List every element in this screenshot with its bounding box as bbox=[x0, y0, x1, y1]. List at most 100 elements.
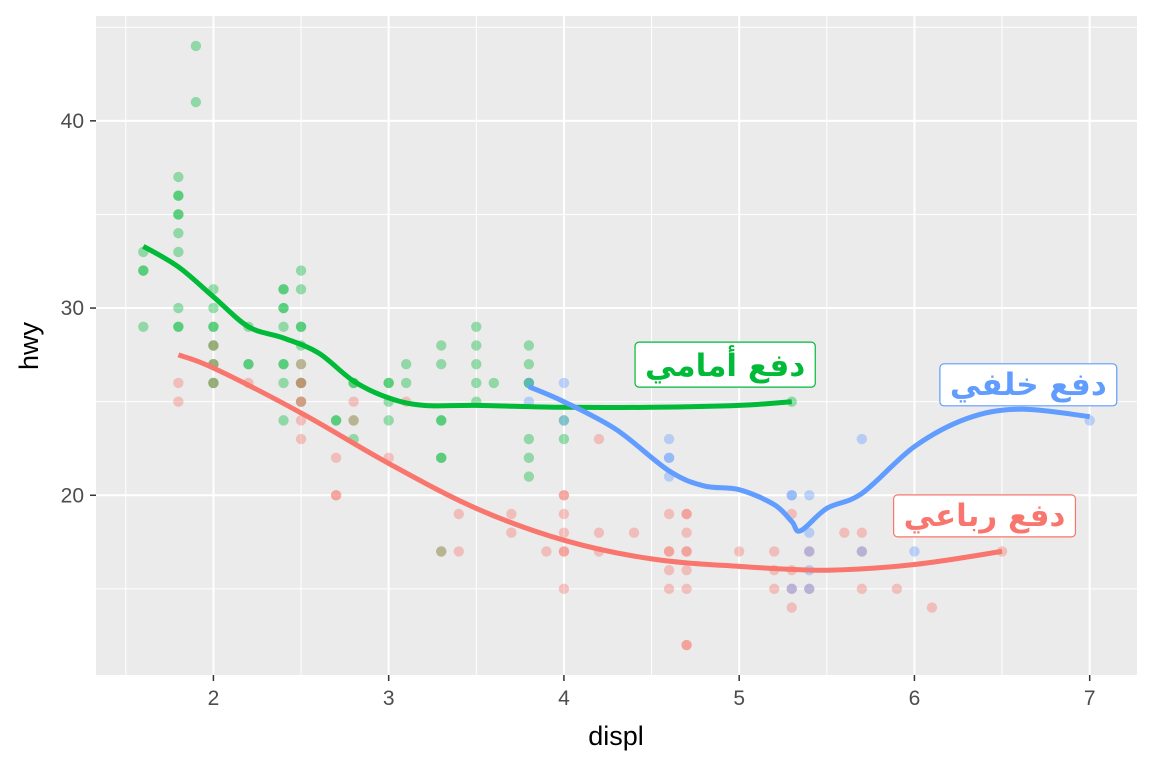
data-point bbox=[278, 321, 289, 332]
data-point bbox=[786, 490, 797, 501]
data-point bbox=[786, 583, 797, 595]
data-point bbox=[856, 546, 868, 557]
data-point bbox=[173, 190, 184, 201]
data-point bbox=[558, 415, 570, 426]
data-point bbox=[856, 583, 868, 595]
series-label-text: دفع خلفي bbox=[950, 367, 1107, 403]
series-label-box bbox=[634, 341, 816, 388]
data-point bbox=[208, 340, 219, 351]
data-point bbox=[243, 359, 254, 370]
data-point bbox=[453, 546, 464, 557]
data-point bbox=[348, 415, 359, 426]
data-point bbox=[523, 452, 535, 464]
data-point bbox=[856, 546, 868, 557]
data-point bbox=[295, 265, 307, 276]
data-point bbox=[436, 546, 447, 557]
data-point bbox=[856, 433, 868, 445]
series-label-text: دفع أمامي bbox=[645, 345, 805, 384]
y-axis-title: hwy bbox=[14, 321, 44, 370]
data-point bbox=[628, 527, 640, 538]
data-point bbox=[436, 452, 447, 464]
data-point bbox=[558, 490, 570, 501]
data-point bbox=[208, 302, 219, 314]
data-point bbox=[173, 321, 184, 332]
data-point bbox=[839, 527, 850, 538]
data-point bbox=[786, 583, 797, 595]
data-point bbox=[190, 96, 202, 108]
data-point bbox=[173, 302, 184, 314]
data-point bbox=[208, 377, 219, 389]
data-point bbox=[663, 546, 675, 557]
data-point bbox=[506, 527, 517, 538]
data-point bbox=[681, 639, 692, 651]
data-point bbox=[330, 490, 342, 501]
data-point bbox=[278, 415, 289, 426]
data-point bbox=[138, 265, 149, 276]
data-point bbox=[383, 377, 394, 389]
data-point bbox=[173, 209, 184, 220]
series-label: دفع رباعي bbox=[893, 494, 1077, 538]
data-point bbox=[523, 471, 535, 482]
data-point bbox=[138, 321, 149, 332]
data-point bbox=[558, 415, 570, 426]
data-point bbox=[278, 377, 289, 389]
x-tick-label: 2 bbox=[208, 687, 220, 710]
data-point bbox=[926, 602, 938, 613]
data-point bbox=[295, 284, 307, 295]
data-point bbox=[506, 508, 517, 520]
series-label-box bbox=[893, 494, 1077, 538]
data-point bbox=[909, 546, 920, 557]
data-point bbox=[383, 377, 394, 389]
data-point bbox=[681, 508, 692, 520]
data-point bbox=[436, 415, 447, 426]
data-point bbox=[278, 284, 289, 295]
data-point bbox=[681, 546, 692, 557]
data-point bbox=[558, 377, 570, 389]
data-point bbox=[593, 527, 605, 538]
data-point bbox=[558, 546, 570, 557]
data-point bbox=[278, 284, 289, 295]
data-point bbox=[400, 377, 412, 389]
data-point bbox=[173, 396, 184, 407]
data-point bbox=[558, 527, 570, 538]
data-point bbox=[208, 377, 219, 389]
data-point bbox=[400, 359, 412, 370]
data-point bbox=[330, 490, 342, 501]
data-point bbox=[295, 377, 307, 389]
data-point bbox=[278, 302, 289, 314]
data-point bbox=[295, 321, 307, 332]
data-point bbox=[383, 415, 394, 426]
data-point bbox=[208, 321, 219, 332]
data-point bbox=[295, 396, 307, 407]
data-point bbox=[804, 546, 815, 557]
data-point bbox=[488, 377, 500, 389]
data-point bbox=[786, 602, 797, 613]
data-point bbox=[769, 583, 780, 595]
panel-background bbox=[96, 16, 1137, 675]
data-point bbox=[663, 433, 675, 445]
x-tick-label: 7 bbox=[1084, 687, 1096, 710]
data-point bbox=[663, 583, 675, 595]
data-point bbox=[558, 433, 570, 445]
data-point bbox=[330, 452, 342, 464]
data-point bbox=[436, 340, 447, 351]
data-point bbox=[663, 452, 675, 464]
data-point bbox=[471, 340, 482, 351]
x-tick-label: 6 bbox=[909, 687, 921, 710]
x-tick-label: 5 bbox=[733, 687, 745, 710]
data-point bbox=[804, 583, 815, 595]
data-point bbox=[295, 359, 307, 370]
data-point bbox=[769, 546, 780, 557]
data-point bbox=[138, 265, 149, 276]
data-point bbox=[558, 583, 570, 595]
data-point bbox=[436, 415, 447, 426]
data-point bbox=[173, 321, 184, 332]
series-label-box bbox=[939, 363, 1118, 407]
data-point bbox=[856, 527, 868, 538]
minor-gridlines bbox=[96, 16, 1137, 675]
smooth-lines bbox=[142, 244, 1090, 573]
data-point bbox=[173, 377, 184, 389]
data-point bbox=[453, 508, 464, 520]
data-point bbox=[804, 583, 815, 595]
